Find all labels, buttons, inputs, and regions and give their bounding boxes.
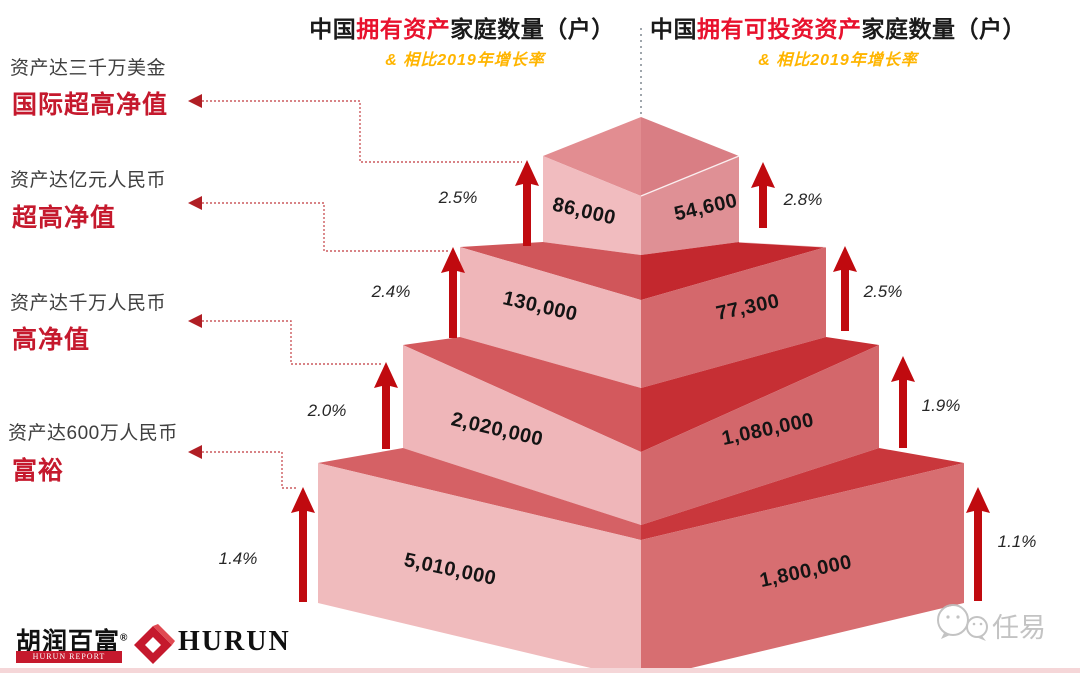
category-name-tier2: 超高净值 (12, 204, 117, 232)
category-threshold-tier1: 资产达三千万美金 (10, 58, 167, 79)
growth-arrow-right-tier1 (751, 162, 775, 228)
connector-arrowhead-tier4 (188, 445, 202, 459)
growth-arrow-left-tier2 (441, 247, 465, 338)
growth-arrow-right-tier4 (966, 487, 990, 601)
pyramid-tier3-front-right-face (641, 345, 879, 525)
registered-trademark-icon: ® (120, 632, 129, 644)
right-title-highlight: 拥有可投资资产 (697, 16, 862, 42)
category-name-tier4: 富裕 (12, 457, 65, 485)
bottom-edge-strip (0, 668, 1080, 673)
wechat-icon-eye2 (956, 615, 960, 619)
growth-arrow-right-tier2 (833, 246, 857, 331)
hurun-diamond-logo (134, 624, 175, 664)
pyramid-tier4-top-left-face (318, 448, 641, 540)
wechat-icon-tail2 (976, 636, 986, 641)
wechat-icon-eye4 (979, 622, 983, 626)
connector-tier2 (202, 202, 448, 252)
growth-arrow-right-tier3 (891, 356, 915, 448)
pyramid-tier4-front-left-face (318, 463, 641, 673)
category-name-tier3: 高净值 (12, 326, 91, 354)
connector-arrowheads (188, 94, 202, 459)
pyramid-tier4-front-right-face (641, 463, 964, 673)
growth-investable-tier3: 1.9% (921, 396, 961, 415)
left-chart-subtitle: & 相比2019年增长率 (385, 52, 545, 69)
left-chart-title: 中国拥有资产家庭数量（户） (309, 10, 615, 44)
growth-arrow-left-tier1 (515, 160, 539, 246)
wechat-icon-small-bubble (966, 616, 988, 638)
pyramid-tier1-front-right-face (641, 156, 739, 255)
pyramid-tier2-top-left-face (460, 242, 641, 300)
growth-arrows-left (291, 160, 539, 602)
right-title-suffix: 家庭数量（户） (861, 16, 1026, 42)
watermark-text: 任易 (992, 613, 1046, 643)
right-chart-subtitle: & 相比2019年增长率 (758, 52, 918, 69)
pyramid-tier3-top-right-face (641, 337, 879, 452)
hurun-report-banner: HURUN REPORT (16, 651, 122, 663)
growth-total-tier3: 2.0% (307, 401, 347, 420)
hurun-diamond-hole (145, 637, 161, 653)
pyramid-tier2-front-right-face (641, 247, 826, 388)
pyramid-tier2-top-right-face (641, 242, 826, 300)
pyramid-tier1-top-right-face (641, 117, 739, 196)
growth-arrow-left-tier3 (374, 362, 398, 449)
connector-arrowhead-tier1 (188, 94, 202, 108)
pyramid-tier4-top-right-face (641, 448, 964, 540)
connector-tier3 (202, 320, 381, 365)
growth-investable-tier4: 1.1% (997, 532, 1037, 551)
growth-total-tier1: 2.5% (438, 188, 478, 207)
pyramid-tier3-front-left-face (403, 345, 641, 525)
wechat-icon (937, 604, 988, 641)
growth-investable-tier2: 2.5% (863, 282, 903, 301)
pyramid-tier1-top-left-face (543, 117, 641, 196)
connector-tier1 (202, 100, 522, 163)
wechat-icon-large-bubble (937, 604, 969, 636)
connector-lines (202, 100, 522, 489)
wechat-icon-eye1 (946, 615, 950, 619)
growth-investable-tier1: 2.8% (783, 190, 823, 209)
left-title-prefix: 中国 (309, 16, 357, 42)
category-threshold-tier3: 资产达千万人民币 (10, 293, 167, 314)
category-threshold-tier2: 资产达亿元人民币 (10, 170, 167, 191)
hurun-logo-english: HURUN (178, 626, 291, 657)
pyramid-tier1-front-left-face (543, 156, 641, 255)
right-chart-title: 中国拥有可投资资产家庭数量（户） (650, 10, 1026, 44)
growth-total-tier4: 1.4% (218, 549, 258, 568)
tier2-edge-highlight (738, 241, 827, 248)
category-name-tier1: 国际超高净值 (12, 91, 169, 119)
hurun-diamond-bevel (153, 624, 175, 645)
growth-arrow-left-tier4 (291, 487, 315, 602)
wechat-icon-eye3 (972, 622, 976, 626)
growth-arrows-right (751, 162, 990, 601)
category-threshold-tier4: 资产达600万人民币 (8, 423, 178, 444)
pyramid-tier2-front-left-face (460, 247, 641, 388)
growth-total-tier2: 2.4% (371, 282, 411, 301)
pyramid-tier3-top-left-face (403, 337, 641, 452)
wechat-icon-tail1 (941, 633, 950, 639)
connector-arrowhead-tier3 (188, 314, 202, 328)
connector-tier4 (202, 451, 298, 489)
left-title-suffix: 家庭数量（户） (450, 16, 615, 42)
tier1-edge-highlight (640, 155, 740, 197)
right-title-prefix: 中国 (650, 16, 697, 42)
left-title-highlight: 拥有资产 (356, 16, 451, 42)
connector-arrowhead-tier2 (188, 196, 202, 210)
